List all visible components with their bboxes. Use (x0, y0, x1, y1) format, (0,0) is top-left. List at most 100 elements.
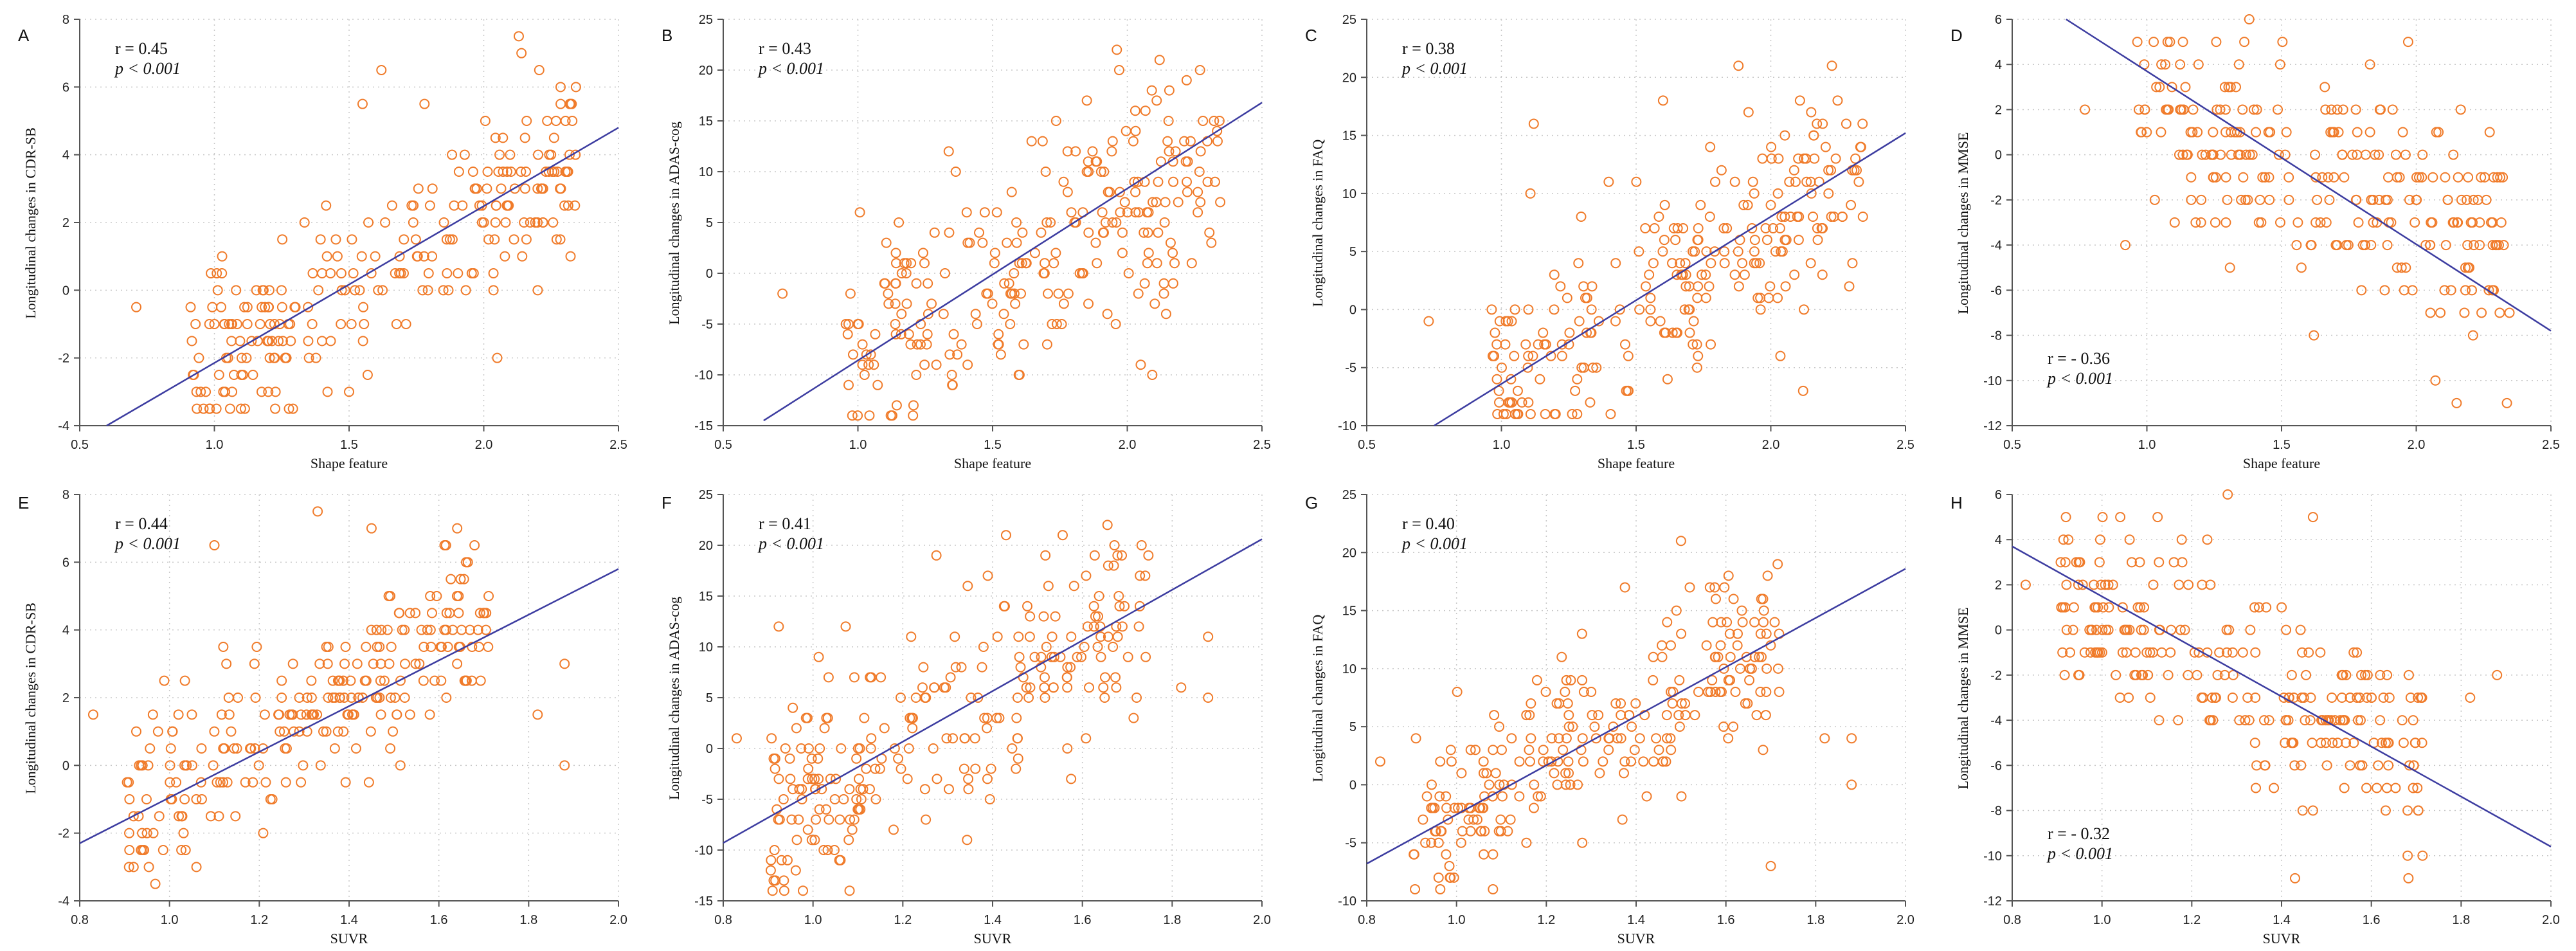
data-point (1540, 686, 1551, 697)
data-point (1436, 826, 1446, 837)
data-point (890, 298, 901, 309)
y-tick-label: -2 (58, 352, 69, 366)
data-point (2251, 783, 2262, 793)
data-point (1644, 269, 1655, 280)
data-point (347, 709, 358, 720)
y-axis-label: Longitudinal changes in FAQ (1310, 614, 1326, 783)
data-point (2476, 172, 2487, 183)
r-value: r = - 0.32 (2048, 824, 2110, 843)
panel-letter: G (1305, 493, 1319, 512)
data-point (224, 403, 235, 414)
data-point (1498, 408, 1509, 419)
data-point (1684, 327, 1695, 338)
data-point (1659, 199, 1670, 210)
data-point (2141, 647, 2152, 658)
data-point (2165, 37, 2175, 48)
data-point (1729, 176, 1740, 187)
data-point (363, 217, 374, 228)
panel-letter: B (662, 26, 673, 45)
data-point (1193, 207, 1203, 218)
data-point (2145, 647, 2156, 658)
data-point (285, 336, 296, 347)
data-point (2439, 285, 2450, 296)
data-point (404, 608, 415, 619)
data-point (534, 65, 545, 75)
data-point (2222, 194, 2233, 205)
data-point (982, 723, 993, 734)
data-point (2412, 783, 2423, 793)
y-tick-label: 25 (699, 488, 713, 502)
data-point (2135, 602, 2146, 613)
data-point (790, 865, 801, 876)
data-point (2079, 647, 2090, 658)
data-point (2136, 127, 2147, 138)
data-point (1082, 621, 1093, 632)
data-point (1617, 814, 1628, 825)
data-point (2176, 534, 2187, 545)
data-point (1658, 756, 1669, 767)
data-point (2274, 59, 2285, 70)
data-point (1772, 293, 1783, 303)
data-point (251, 642, 262, 652)
data-point (345, 675, 356, 686)
data-point (1426, 837, 1437, 848)
data-point (2097, 512, 2108, 523)
data-point (2197, 579, 2208, 590)
data-point (2398, 738, 2409, 748)
data-point (1774, 223, 1785, 234)
data-point (769, 845, 780, 855)
data-point (1732, 640, 1743, 651)
data-point (2220, 127, 2231, 138)
data-point (1423, 316, 1434, 327)
y-tick-label: -8 (1990, 329, 2002, 343)
data-point (1657, 95, 1668, 106)
data-point (1149, 298, 1160, 309)
data-point (418, 675, 429, 686)
data-point (441, 693, 452, 703)
data-point (1012, 733, 1023, 744)
data-point (298, 760, 309, 771)
data-point (137, 760, 148, 771)
data-point (542, 116, 553, 126)
data-point (2277, 37, 2288, 48)
data-point (802, 824, 813, 835)
data-point (1153, 227, 1164, 238)
data-point (385, 693, 396, 703)
data-point (1722, 617, 1733, 628)
data-point (2103, 602, 2114, 613)
data-point (901, 298, 912, 309)
data-point (1475, 802, 1486, 813)
data-point (1680, 281, 1691, 292)
data-point (212, 268, 222, 278)
data-point (876, 672, 887, 683)
r-value: r = 0.45 (115, 39, 168, 58)
data-point (2177, 37, 2188, 48)
data-point (1062, 146, 1073, 157)
data-point (1133, 207, 1144, 218)
y-tick-label: 15 (1342, 604, 1356, 619)
data-point (2253, 217, 2264, 228)
data-point (230, 811, 241, 822)
data-point (818, 845, 829, 855)
data-point (2345, 693, 2355, 703)
data-point (1716, 165, 1727, 176)
data-point (1094, 591, 1104, 601)
data-point (2175, 59, 2186, 70)
data-point (1099, 693, 1110, 703)
data-point (919, 258, 930, 269)
data-point (289, 302, 300, 312)
data-point (1594, 768, 1605, 779)
data-point (317, 268, 328, 278)
data-point (1616, 698, 1626, 709)
data-point (1133, 621, 1144, 632)
data-point (1793, 153, 1804, 164)
data-point (2233, 149, 2244, 160)
data-point (1509, 350, 1520, 361)
r-value: r = 0.38 (1402, 39, 1455, 58)
data-point (2283, 194, 2294, 205)
p-value: p < 0.001 (115, 59, 181, 78)
y-tick-label: 10 (1342, 187, 1356, 201)
data-point (217, 251, 228, 262)
data-point (392, 709, 402, 720)
data-point (773, 814, 784, 825)
